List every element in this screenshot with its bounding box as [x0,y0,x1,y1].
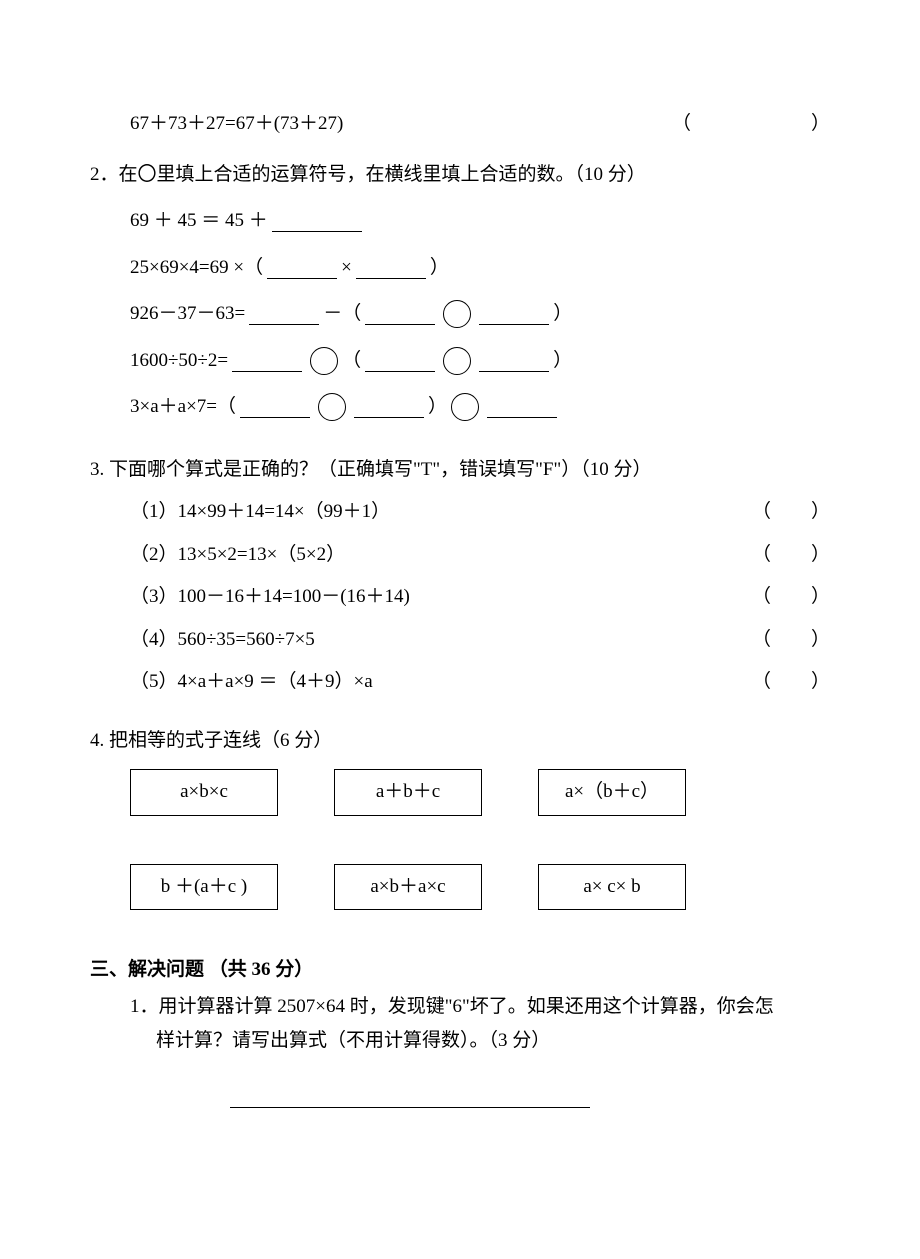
q3-item-3: （3）100－16＋14=100－(16＋14) （） [130,583,830,612]
q3-item-text: （3）100－16＋14=100－(16＋14) [130,583,410,612]
blank[interactable] [365,303,435,325]
q3-item-5: （5）4×a＋a×9 ＝（4＋9）×a （） [130,668,830,697]
q2-l2b: × [341,254,352,283]
blank[interactable] [479,350,549,372]
q4-top-row: a×b×c a＋b＋c a×（b＋c） [130,769,830,816]
operator-circle[interactable] [318,393,346,421]
tf-parens[interactable]: （） [752,541,830,570]
tf-parens[interactable]: （） [752,668,830,697]
q3-item-text: （2）13×5×2=13×（5×2） [130,541,345,570]
blank[interactable] [249,303,319,325]
q2-l3a: 926－37－63= [130,300,245,329]
operator-circle[interactable] [443,300,471,328]
q2-l2a: 25×69×4=69 ×（ [130,254,263,283]
q3-item-1: （1）14×99＋14=14×（99＋1） （） [130,498,830,527]
q2-l4b: （ [342,347,361,376]
blank[interactable] [232,350,302,372]
q3-item-text: （1）14×99＋14=14×（99＋1） [130,498,390,527]
blank[interactable] [356,257,426,279]
q3-item-4: （4）560÷35=560÷7×5 （） [130,626,830,655]
sec3-q1-line2: 样计算？请写出算式（不用计算得数）。（3 分） [90,1027,830,1056]
match-box[interactable]: a＋b＋c [334,769,482,816]
top-equation: 67＋73＋27=67＋(73＋27) [130,110,343,139]
q2-l3c: ） [553,300,572,329]
match-box[interactable]: a×b＋a×c [334,864,482,911]
q2-l2c: ） [430,254,449,283]
q4-title: 4. 把相等的式子连线（6 分） [90,727,830,756]
blank[interactable] [267,257,337,279]
operator-circle[interactable] [443,347,471,375]
sec3-q1-line1: 1．用计算器计算 2507×64 时，发现键"6"坏了。如果还用这个计算器，你会… [90,993,830,1022]
q2-title: 2．在〇里填上合适的运算符号，在横线里填上合适的数。（10 分） [90,161,830,190]
q3-item-text: （5）4×a＋a×9 ＝（4＋9）×a [130,668,373,697]
blank[interactable] [354,396,424,418]
page: 67＋73＋27=67＋(73＋27) （） 2．在〇里填上合适的运算符号，在横… [0,0,920,1259]
blank[interactable] [479,303,549,325]
q2-line1: 69 ＋ 45 ＝ 45 ＋ [130,207,830,236]
q2-l3b: －（ [323,300,361,329]
blank[interactable] [487,396,557,418]
q2-line4: 1600÷50÷2= （ ） [130,347,830,376]
answer-underline[interactable] [230,1106,590,1108]
operator-circle[interactable] [451,393,479,421]
match-box[interactable]: a×b×c [130,769,278,816]
q3-item-2: （2）13×5×2=13×（5×2） （） [130,541,830,570]
q2-l1a: 69 ＋ 45 ＝ 45 ＋ [130,207,268,236]
q3-title: 3. 下面哪个算式是正确的？（正确填写"T"，错误填写"F"）（10 分） [90,456,830,485]
tf-parens[interactable]: （） [752,498,830,527]
q2-line5: 3×a＋a×7=（ ） [130,393,830,422]
match-box[interactable]: b ＋(a＋c ) [130,864,278,911]
blank[interactable] [365,350,435,372]
q2-line2: 25×69×4=69 ×（ × ） [130,254,830,283]
q2-l5b: ） [428,393,447,422]
blank[interactable] [272,210,362,232]
q2-l4a: 1600÷50÷2= [130,347,228,376]
q2-l4c: ） [553,347,572,376]
operator-circle[interactable] [310,347,338,375]
q3-item-text: （4）560÷35=560÷7×5 [130,626,315,655]
q2-line3: 926－37－63= －（ ） [130,300,830,329]
q2-l5a: 3×a＋a×7=（ [130,393,236,422]
answer-parens[interactable]: （） [672,110,830,139]
section3-title: 三、解决问题 （共 36 分） [90,956,830,985]
blank[interactable] [240,396,310,418]
match-box[interactable]: a×（b＋c） [538,769,686,816]
tf-parens[interactable]: （） [752,626,830,655]
match-box[interactable]: a× c× b [538,864,686,911]
q4-bottom-row: b ＋(a＋c ) a×b＋a×c a× c× b [130,864,830,911]
tf-parens[interactable]: （） [752,583,830,612]
top-equation-row: 67＋73＋27=67＋(73＋27) （） [130,110,830,139]
